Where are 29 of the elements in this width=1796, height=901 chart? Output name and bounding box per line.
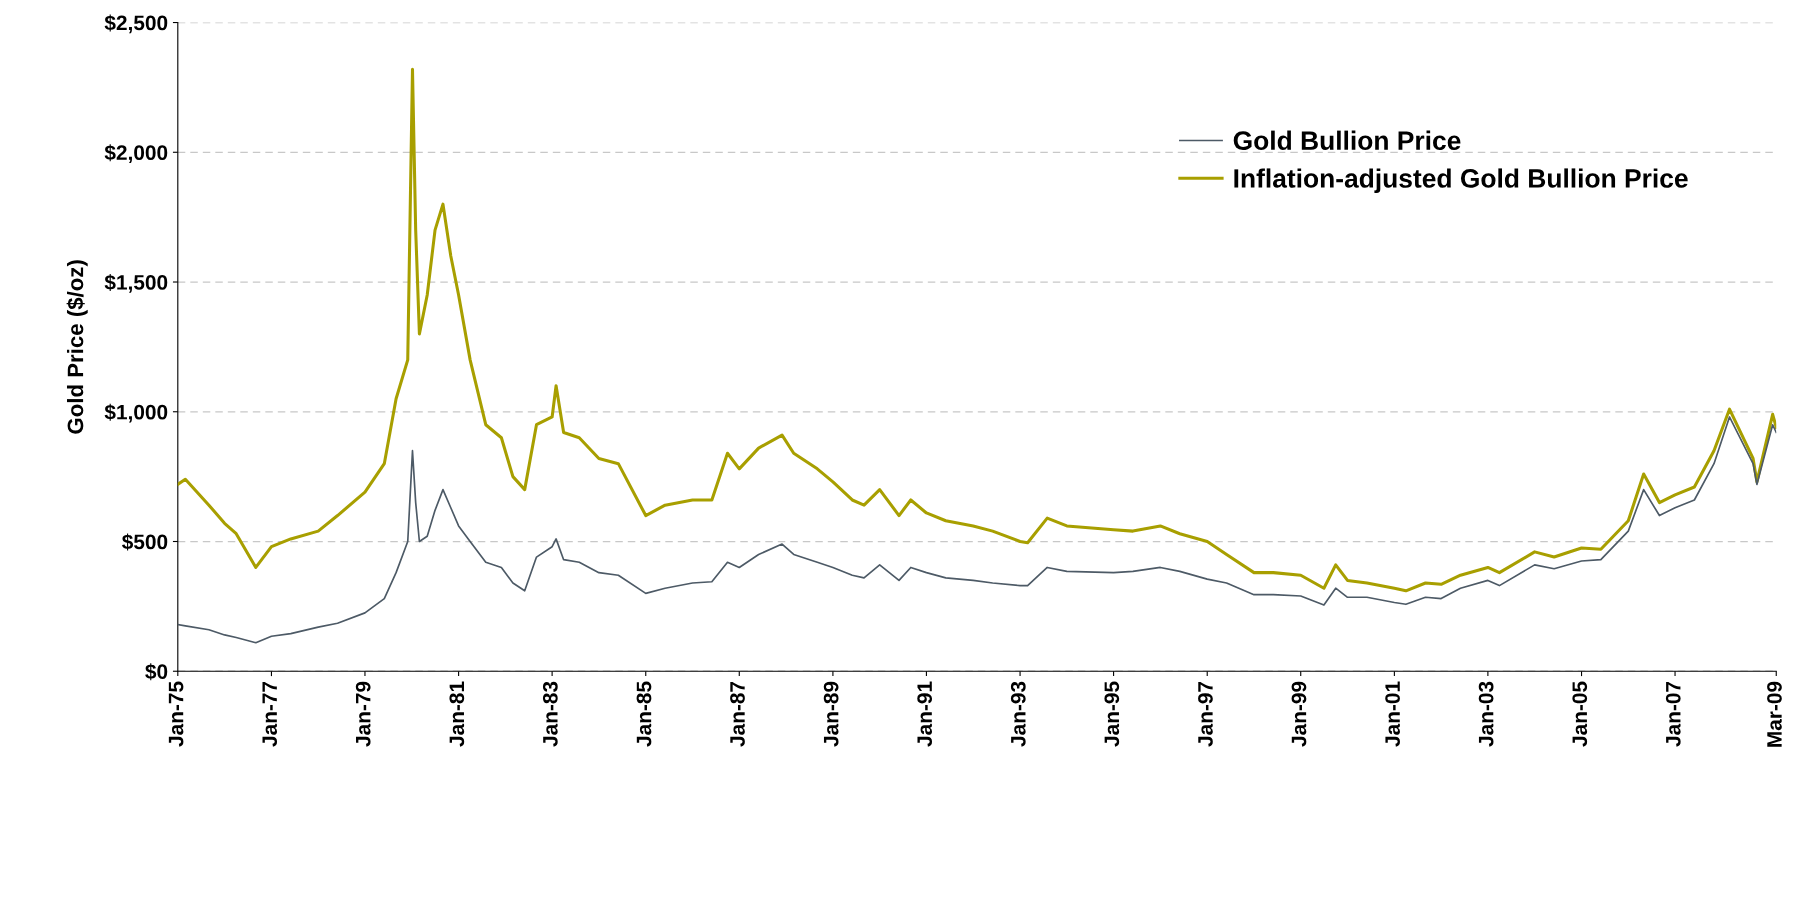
y-tick-label: $2,500 (104, 14, 168, 34)
x-tick-label: Jan-87 (730, 681, 745, 747)
x-tick-label: Jan-75 (168, 681, 184, 747)
x-tick-label: Jan-85 (636, 681, 652, 747)
legend-label: Inflation-adjusted Gold Bullion Price (1234, 168, 1688, 193)
y-tick-label: $2,000 (104, 144, 168, 164)
x-tick-label: Jan-99 (1291, 681, 1307, 747)
x-tick-label: Jan-89 (823, 681, 839, 747)
line-series (177, 67, 1777, 593)
y-axis-title: Gold Price ($/oz) (66, 260, 88, 434)
x-tick-label: Jan-81 (449, 681, 465, 747)
x-tick-label: Jan-91 (917, 681, 933, 747)
y-tick-label: $0 (145, 663, 168, 681)
y-tick-label: $1,500 (104, 274, 168, 293)
y-tick-label: $500 (122, 533, 168, 551)
x-tick-label: Jan-97 (1198, 681, 1213, 747)
y-tick-label: $1,000 (104, 403, 168, 423)
x-tick-label: Jan-93 (1010, 681, 1026, 747)
x-tick-label: Jan-03 (1478, 681, 1494, 747)
x-tick-label: Jan-83 (542, 681, 558, 747)
x-tick-label: Jan-07 (1665, 681, 1681, 747)
x-tick-label: Jan-01 (1385, 681, 1400, 747)
x-tick-label: Jan-77 (262, 681, 278, 747)
x-tick-label: Jan-95 (1104, 681, 1120, 747)
legend-label: Gold Bullion Price (1233, 130, 1461, 150)
line-series (177, 416, 1777, 644)
x-tick-label: Mar-09 (1767, 681, 1782, 747)
x-tick-label: Jan-79 (355, 681, 371, 747)
x-tick-label: Jan-05 (1572, 681, 1588, 747)
